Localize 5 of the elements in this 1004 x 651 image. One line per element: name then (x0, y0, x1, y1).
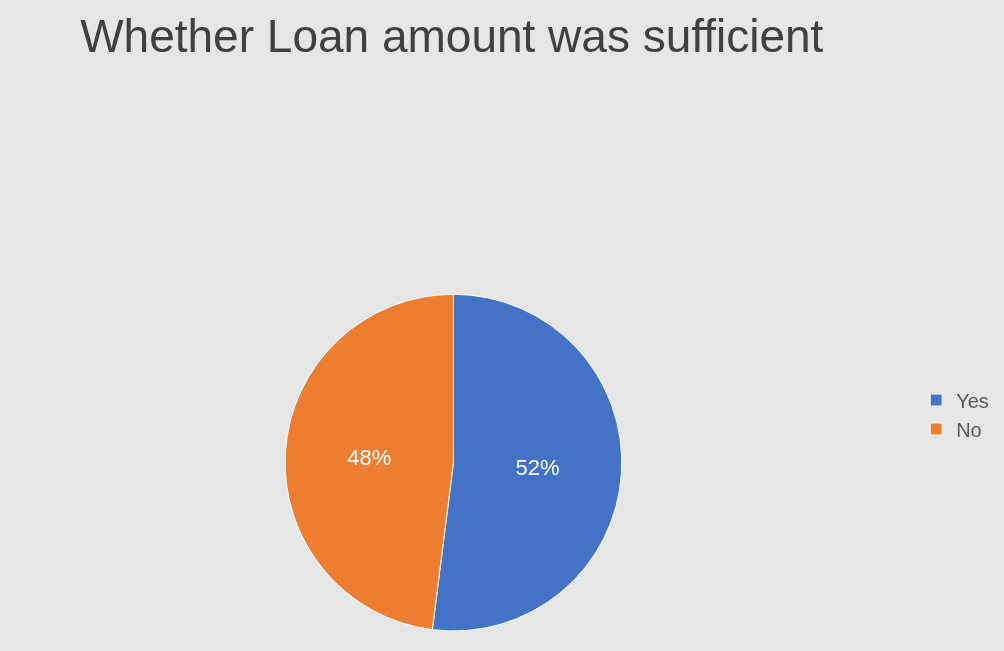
legend-label: Yes (956, 389, 989, 412)
data-label: 52% (515, 455, 560, 481)
chart-title: Whether Loan amount was sufficient (80, 9, 824, 62)
data-label: 48% (347, 444, 392, 470)
legend-label: No (956, 418, 982, 441)
